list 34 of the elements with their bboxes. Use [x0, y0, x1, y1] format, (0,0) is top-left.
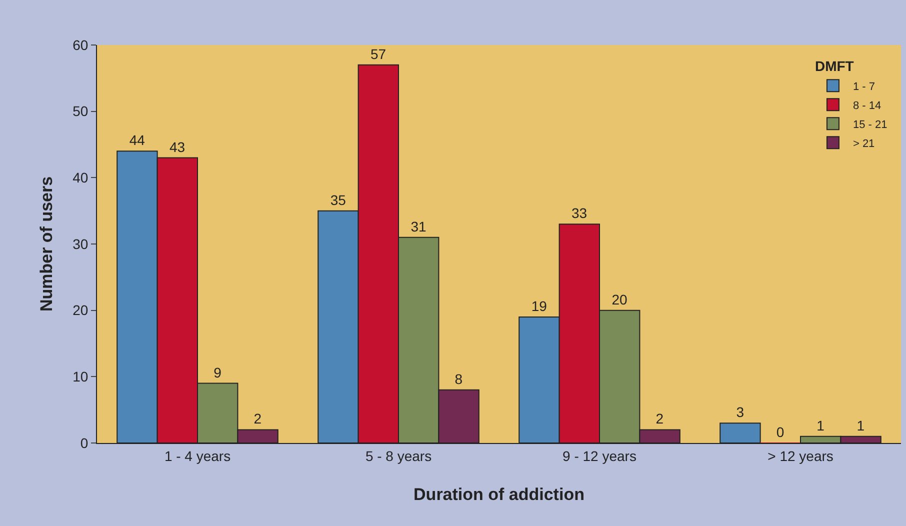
- x-tick-label: 9 - 12 years: [562, 448, 636, 464]
- data-label: 44: [129, 132, 146, 148]
- data-label: 35: [330, 192, 346, 208]
- y-tick-label: 40: [72, 170, 88, 186]
- data-label: 1: [856, 417, 865, 434]
- y-tick-label: 30: [72, 236, 88, 252]
- x-tick-label: > 12 years: [768, 448, 834, 464]
- data-label: 3: [736, 404, 744, 420]
- legend-title: DMFT: [814, 58, 854, 74]
- y-tick-label: 10: [72, 368, 88, 385]
- data-label: 1: [816, 417, 825, 434]
- data-label: 19: [531, 298, 548, 314]
- data-label: 20: [612, 291, 628, 308]
- legend-label: 1 - 7: [852, 80, 875, 93]
- data-label: 0: [776, 424, 784, 440]
- y-axis-title: Number of users: [37, 176, 56, 312]
- data-label: 8: [454, 370, 463, 387]
- data-label: 31: [410, 218, 426, 234]
- x-axis-title: Duration of addiction: [414, 485, 584, 504]
- x-tick-label: 5 - 8 years: [365, 448, 432, 464]
- data-label: 33: [572, 205, 588, 222]
- y-tick-label: 50: [72, 103, 88, 120]
- data-label: 9: [214, 364, 222, 380]
- x-tick-label: 1 - 4 years: [164, 448, 231, 464]
- legend-label: 15 - 21: [852, 118, 888, 131]
- y-tick-label: 20: [72, 302, 88, 318]
- legend-label: > 21: [852, 138, 875, 150]
- data-label: 43: [170, 138, 186, 155]
- data-label: 2: [656, 410, 664, 427]
- y-tick-label: 0: [80, 434, 88, 451]
- legend-label: 8 - 14: [852, 100, 882, 112]
- data-label: 57: [370, 46, 386, 62]
- data-label: 2: [254, 410, 262, 427]
- y-tick-label: 60: [72, 36, 88, 53]
